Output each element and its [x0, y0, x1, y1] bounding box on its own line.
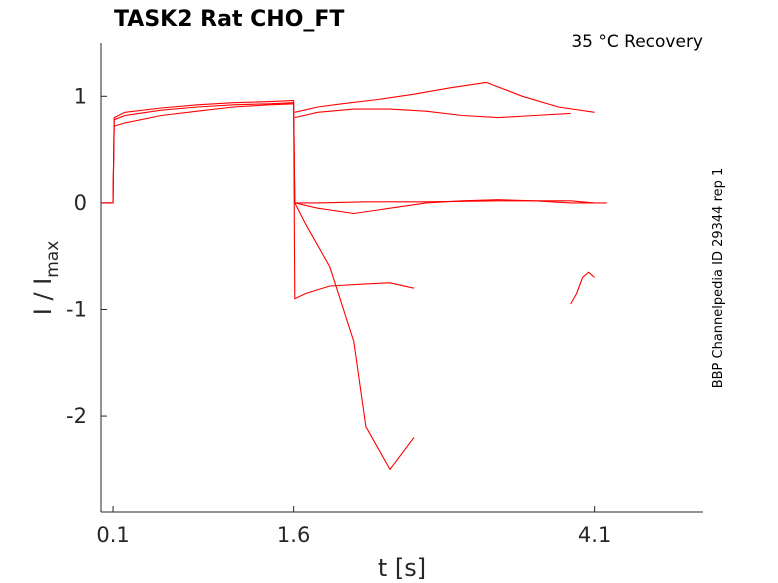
x-axis-label: t [s]: [378, 554, 426, 582]
trace-line-2: [101, 103, 415, 300]
x-tick-label: 4.1: [578, 523, 611, 547]
chart-title: TASK2 Rat CHO_FT: [114, 7, 344, 32]
chart-subtitle: 35 °C Recovery: [571, 32, 703, 52]
y-tick-label: -1: [66, 297, 87, 321]
trace-line-7: [570, 271, 595, 305]
y-ticks: -2 -1 0 1: [66, 84, 107, 428]
x-tick-label: 1.6: [277, 523, 310, 547]
trace-line-5: [294, 108, 571, 119]
trace-line-4: [294, 81, 595, 113]
y-tick-label: 0: [74, 191, 87, 215]
side-label: BBP Channelpedia ID 29344 rep 1: [711, 168, 726, 389]
trace-line-3: [101, 100, 415, 470]
y-axis-label: I / Imax: [29, 241, 63, 316]
x-ticks: 0.1 1.6 4.1: [96, 506, 611, 547]
data-traces: [101, 81, 607, 470]
x-tick-label: 0.1: [96, 523, 129, 547]
y-tick-label: 1: [74, 84, 87, 108]
y-axis-label-subscript: max: [43, 241, 63, 278]
y-tick-label: -2: [66, 404, 87, 428]
trace-line-1: [101, 102, 595, 204]
y-axis-label-main: I / I: [29, 278, 57, 316]
svg-text:I / Imax: I / Imax: [29, 241, 63, 316]
trace-line-6: [294, 199, 607, 215]
